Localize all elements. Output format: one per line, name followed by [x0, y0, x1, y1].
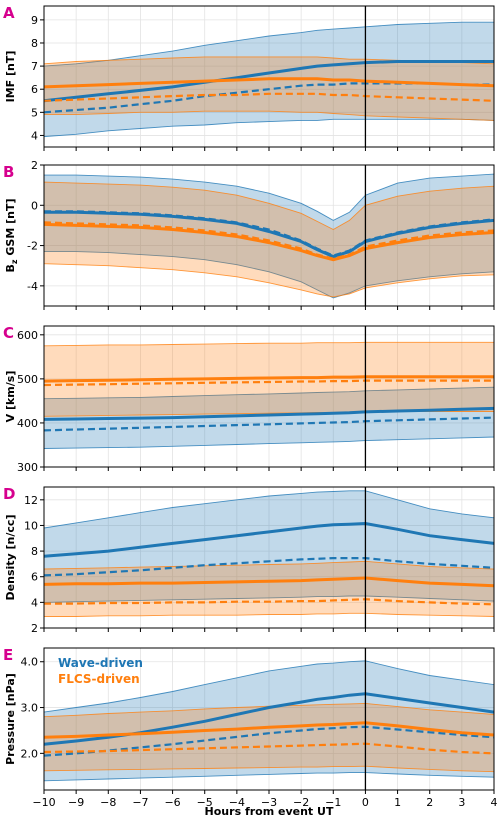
mean-line-wave: [44, 210, 495, 259]
y-axis-label: Density [n/cc]: [4, 515, 17, 601]
panel-b: -4 -2 0 2 Bz GSM [nT] B: [3, 159, 495, 310]
mean-line-flcs: [43, 77, 495, 89]
y-tick-label: 6: [31, 571, 38, 584]
y-tick-label: 8: [31, 37, 38, 50]
y-tick-label: 400: [17, 417, 38, 430]
y-axis-label: V [km/s]: [4, 371, 17, 423]
x-tick-label: −1: [325, 796, 341, 809]
median-line-wave: [43, 416, 495, 432]
median-line-flcs: [43, 742, 495, 755]
y-tick-label: 7: [31, 60, 38, 73]
y-tick-label: 600: [17, 329, 38, 342]
median-line-flcs: [43, 92, 495, 102]
y-tick-label: 6: [31, 83, 38, 96]
x-tick-label: 2: [426, 796, 433, 809]
y-tick-label: -4: [27, 280, 38, 293]
panel-a: 4 5 6 7 8 9 IMF [nT] A: [3, 4, 495, 151]
x-tick-label: −7: [132, 796, 148, 809]
y-tick-label: 2: [31, 622, 38, 635]
panel-c: 300 400 500 600 V [km/s] C: [3, 324, 495, 474]
x-tick-label: 0: [362, 796, 369, 809]
mean-line-flcs: [43, 576, 495, 588]
x-tick-label: 4: [491, 796, 498, 809]
x-tick-label: −8: [100, 796, 116, 809]
y-tick-label: 4: [31, 596, 38, 609]
x-tick-label: −10: [32, 796, 55, 809]
mean-line-flcs: [43, 375, 494, 383]
panel-e: 2.0 3.0 4.0 Pressure [nPa] E: [3, 646, 495, 794]
y-tick-label: 0: [31, 199, 38, 212]
mean-line-flcs: [43, 721, 495, 739]
median-line-flcs: [44, 598, 495, 606]
y-tick-label: 5: [31, 106, 38, 119]
y-tick-label: 10: [24, 519, 38, 532]
mean-line-wave: [43, 60, 494, 103]
x-axis-label: Hours from event UT: [205, 805, 334, 818]
y-axis-label: IMF [nT]: [4, 51, 17, 103]
y-axis-label: Pressure [nPa]: [4, 673, 17, 765]
panel-d: 2 4 6 8 10 12 Density [n/cc] D: [3, 485, 495, 635]
x-tick-label: −9: [68, 796, 84, 809]
mean-line-flcs: [43, 222, 495, 262]
x-tick-label: −6: [164, 796, 180, 809]
y-tick-label: 500: [17, 373, 38, 386]
x-tick-label: −3: [261, 796, 277, 809]
median-line-wave: [43, 725, 495, 757]
median-line-flcs: [43, 221, 495, 260]
y-tick-label: 2.0: [21, 747, 39, 760]
y-tick-label: 4: [31, 129, 38, 142]
band-flcs: [43, 560, 495, 617]
x-tick-label: 3: [458, 796, 465, 809]
panel-label: B: [3, 163, 14, 181]
median-line-flcs: [43, 379, 494, 387]
x-tick-label: −5: [197, 796, 213, 809]
mean-line-wave: [43, 406, 495, 421]
y-tick-label: -2: [27, 240, 38, 253]
y-axis-label: Bz GSM [nT]: [4, 199, 19, 273]
x-tick-label: −2: [293, 796, 309, 809]
y-tick-label: 9: [31, 14, 38, 27]
y-tick-label: 12: [24, 494, 38, 507]
panel-label: A: [3, 4, 15, 22]
panel-label: D: [3, 485, 15, 503]
y-tick-label: 3.0: [21, 702, 39, 715]
panel-label: C: [3, 324, 14, 342]
x-tick-label: −4: [229, 796, 245, 809]
y-tick-label: 4.0: [21, 656, 39, 669]
median-line-wave: [43, 556, 495, 577]
legend-wave-driven: Wave-driven: [58, 656, 143, 670]
x-tick-label: 1: [394, 796, 401, 809]
mean-line-wave: [43, 521, 495, 558]
panel-label: E: [3, 646, 13, 664]
y-tick-label: 2: [31, 159, 38, 172]
legend-flcs-driven: FLCS-driven: [58, 672, 140, 686]
y-tick-label: 300: [17, 461, 38, 474]
y-tick-label: 8: [31, 545, 38, 558]
